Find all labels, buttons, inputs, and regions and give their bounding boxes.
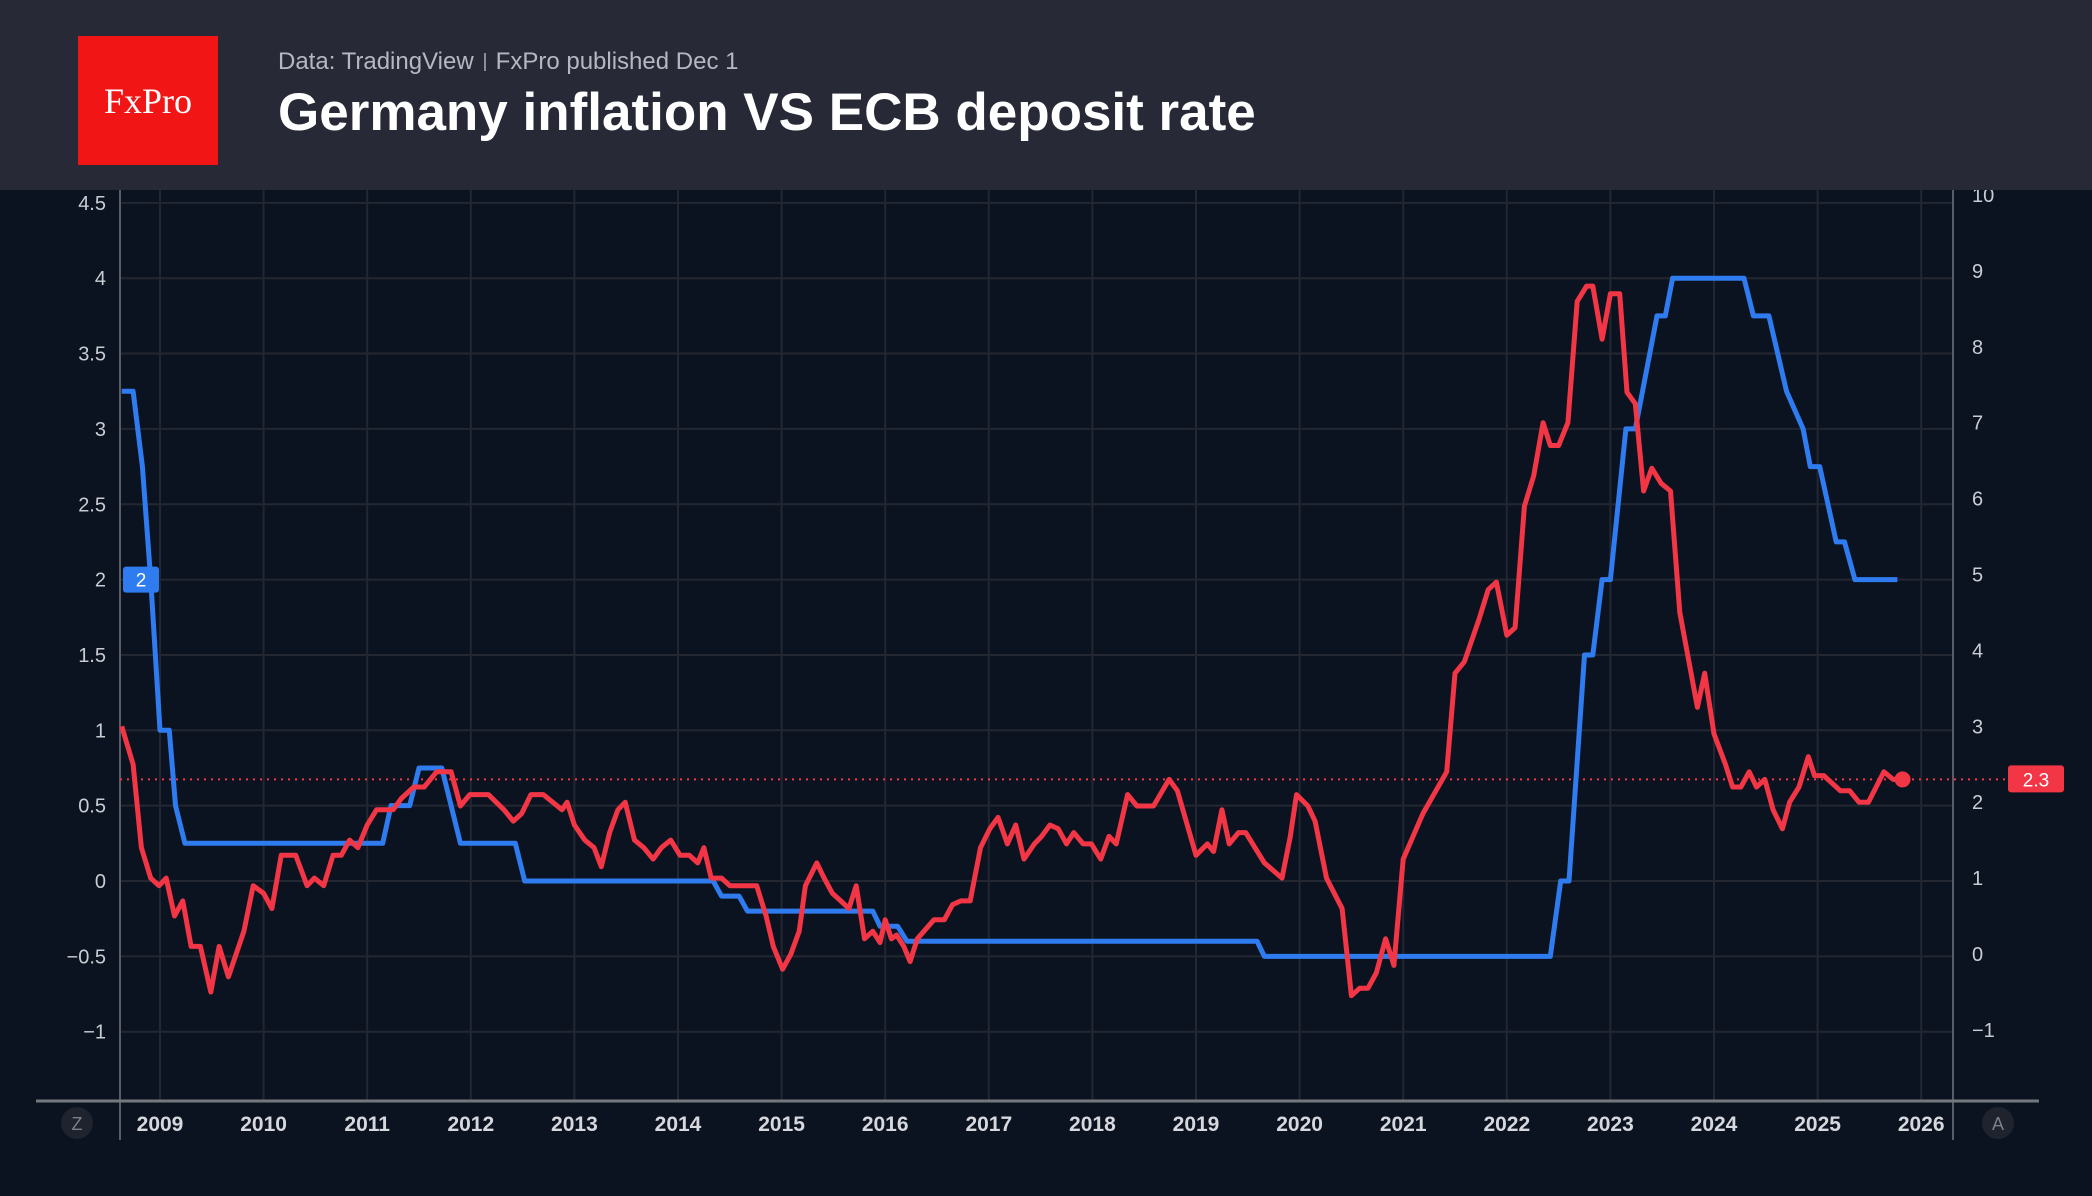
x-tick-label: 2023 — [1587, 1113, 1634, 1136]
germany-inflation-line — [119, 283, 1903, 999]
x-tick-label: 2014 — [655, 1113, 702, 1136]
x-tick-label: 2026 — [1898, 1113, 1945, 1136]
right-tick-label: 8 — [1972, 337, 1983, 359]
subtitle: Data: TradingView FxPro published Dec 1 — [278, 48, 738, 76]
auto-scale-button[interactable]: A — [1982, 1107, 2014, 1139]
left-tick-label: −0.5 — [67, 946, 106, 968]
left-tick-label: 4 — [95, 268, 106, 290]
right-tick-label: 5 — [1972, 565, 1983, 587]
left-tick-label: 1 — [95, 720, 106, 742]
x-tick-label: 2012 — [447, 1113, 494, 1136]
logo-text: FxPro — [103, 80, 193, 121]
chart-header: FxPro Data: TradingView FxPro published D… — [0, 0, 2092, 190]
left-tick-label: 3 — [95, 419, 106, 441]
ecb-deposit-rate-line — [121, 275, 1898, 959]
button-background — [61, 1107, 93, 1139]
inflation-last-value-text: 2.3 — [2023, 770, 2049, 791]
ecb-last-value-badge — [123, 566, 159, 593]
button-label: Z — [72, 1114, 83, 1134]
x-tick-label: 2019 — [1173, 1113, 1220, 1136]
x-tick-label: 2024 — [1691, 1113, 1738, 1136]
left-tick-label: 4.5 — [78, 193, 106, 215]
left-tick-label: 0.5 — [78, 796, 106, 818]
x-tick-label: 2013 — [551, 1113, 598, 1136]
x-tick-label: 2011 — [344, 1113, 390, 1136]
right-tick-label: 1 — [1972, 868, 1983, 890]
x-tick-label: 2017 — [965, 1113, 1012, 1136]
tick-labels: 4.543.532.521.510.50−0.5−1109876543210−1… — [61, 185, 2064, 1139]
zoom-reset-button[interactable]: Z — [61, 1107, 93, 1139]
series-lines — [119, 275, 2008, 999]
x-tick-label: 2025 — [1794, 1113, 1841, 1136]
grid — [120, 190, 1953, 1101]
x-tick-label: 2022 — [1483, 1113, 1530, 1136]
x-tick-label: 2018 — [1069, 1113, 1116, 1136]
data-source: Data: TradingView — [278, 48, 474, 75]
inflation-last-point — [1894, 771, 1911, 788]
left-tick-label: 2 — [95, 570, 106, 592]
x-tick-label: 2015 — [758, 1113, 805, 1136]
x-tick-label: 2021 — [1380, 1113, 1427, 1136]
left-tick-label: 0 — [95, 871, 106, 893]
left-tick-label: 2.5 — [78, 494, 106, 516]
axes — [36, 190, 2039, 1140]
chart-title: Germany inflation VS ECB deposit rate — [278, 83, 1256, 142]
ecb-last-value-text: 2 — [136, 571, 147, 592]
left-tick-label: 1.5 — [78, 645, 106, 667]
separator — [483, 53, 486, 71]
left-tick-label: 3.5 — [78, 344, 106, 366]
button-label: A — [1992, 1114, 2004, 1134]
x-tick-label: 2009 — [137, 1113, 184, 1136]
right-tick-label: 7 — [1972, 413, 1983, 435]
right-tick-label: 2 — [1972, 792, 1983, 814]
right-tick-label: 10 — [1972, 185, 1994, 207]
fxpro-logo: FxPro — [78, 36, 218, 165]
right-tick-label: 6 — [1972, 489, 1983, 511]
x-tick-label: 2020 — [1276, 1113, 1323, 1136]
inflation-last-value-badge — [2008, 765, 2064, 793]
x-tick-label: 2010 — [240, 1113, 287, 1136]
button-background — [1982, 1107, 2014, 1139]
x-tick-label: 2016 — [862, 1113, 909, 1136]
right-tick-label: −1 — [1972, 1020, 1995, 1042]
right-tick-label: 9 — [1972, 261, 1983, 283]
left-tick-label: −1 — [83, 1022, 106, 1044]
right-tick-label: 3 — [1972, 716, 1983, 738]
right-tick-label: 4 — [1972, 640, 1983, 662]
publisher-note: FxPro published Dec 1 — [495, 48, 739, 75]
right-tick-label: 0 — [1972, 944, 1983, 966]
